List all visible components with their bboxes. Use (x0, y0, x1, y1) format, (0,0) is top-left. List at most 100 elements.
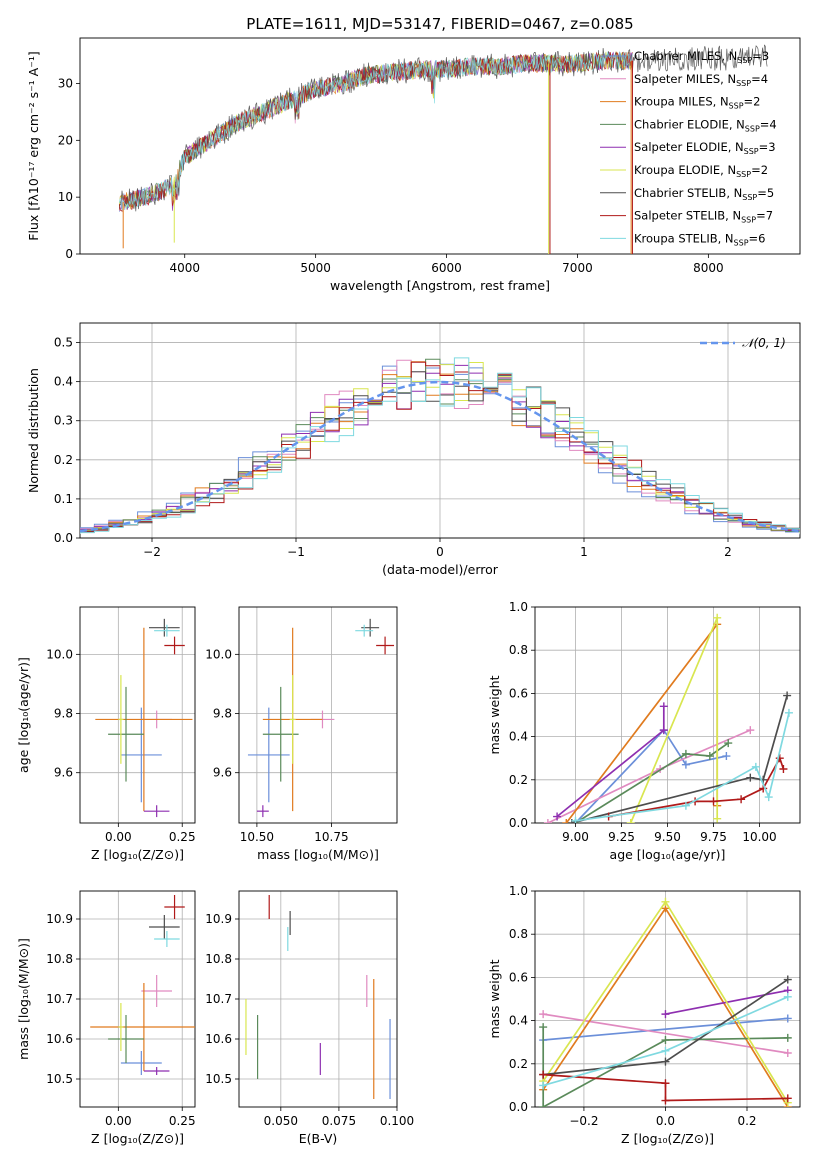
x-tick-label: 9.00 (562, 830, 589, 844)
x-tick-label: 0.25 (169, 830, 196, 844)
legend-entry-chabrier-miles: Chabrier MILES, NSSP=3 (634, 49, 769, 65)
series-marker-chabrier-elodie (783, 1033, 792, 1042)
x-axis-label: (data-model)/error (382, 562, 499, 577)
x-axis-label: Z [log₁₀(Z/Z⊙)] (91, 847, 184, 862)
y-tick-label: 0.4 (509, 730, 528, 744)
x-axis-label: wavelength [Angstrom, rest frame] (330, 278, 550, 293)
panel-age_vs_Z: 0.00 0.25 9.6 9.8 10.0 Z [log₁₀(Z/Z⊙)] age [lo… (16, 606, 196, 862)
y-tick-label: 9.8 (213, 707, 232, 721)
y-tick-label: 20 (58, 133, 73, 147)
series-marker-salpeter-stelib (539, 1070, 548, 1079)
legend-suffix: =3 (759, 140, 776, 154)
axes-frame (79, 322, 801, 539)
legend-sub: SSP (729, 102, 744, 111)
series-marker-chabrier-elodie (539, 1023, 548, 1032)
x-tick-label: 0.0 (656, 1114, 675, 1128)
legend-label: Kroupa STELIB, N (634, 231, 734, 245)
axes-frame (79, 37, 801, 255)
series-marker-kroupa-stelib (681, 801, 690, 810)
series-marker-kroupa-stelib (783, 992, 792, 1001)
x-tick-label: 5000 (300, 261, 331, 275)
legend-entry-chabrier-elodie: Chabrier ELODIE, NSSP=4 (634, 117, 777, 133)
point-salpeter-elodie (143, 1067, 170, 1075)
lines-weight_vs_Z (539, 897, 792, 1107)
legend-label: Chabrier MILES, N (634, 49, 737, 63)
x-tick-label: 10.50 (240, 830, 274, 844)
panel-weight_vs_Z: −0.2 0.0 0.2 0.0 0.2 0.4 0.6 0.8 1.0 Z [log₁₀(Z/Z… (487, 884, 801, 1146)
series-line-salpeter-elodie (556, 706, 665, 818)
panel-spectrum: 4000 5000 6000 7000 8000 0 10 20 30 wavelength [A… (26, 37, 801, 293)
x-tick-label: 0.00 (105, 830, 132, 844)
y-axis-label: mass weight (487, 959, 502, 1038)
axes-frame (238, 890, 398, 1108)
point-kroupa-elodie (289, 675, 296, 764)
y-tick-label: 10.8 (205, 952, 232, 966)
point-kroupa-stelib (355, 624, 374, 637)
y-axis-label: Normed distribution (26, 368, 41, 493)
y-tick-label: 0.6 (509, 970, 528, 984)
series-marker-salpeter-stelib (661, 1079, 670, 1088)
y-tick-label: 30 (58, 76, 73, 90)
spectrum-line-chabrier-stelib (119, 44, 768, 212)
point-salpeter-stelib (164, 636, 185, 655)
point-kroupa-stelib (154, 931, 180, 947)
series-marker-kroupa-elodie (713, 814, 722, 823)
series-line-kroupa-miles (565, 621, 719, 823)
x-tick-label: 0.075 (322, 1114, 356, 1128)
point-kroupa-miles (90, 983, 195, 1071)
series-marker-chabrier-stelib (783, 975, 792, 984)
y-tick-label: 10.8 (46, 952, 73, 966)
series-marker-salpeter-elodie (553, 812, 562, 821)
series-marker-salpeter-stelib (737, 795, 746, 804)
series-marker-kroupa-elodie (713, 613, 722, 622)
legend-sub: SSP (744, 147, 759, 156)
series-marker-salpeter-stelib (661, 1096, 670, 1105)
y-tick-label: 10.5 (205, 1072, 232, 1086)
y-tick-label: 0.3 (54, 414, 73, 428)
point-chabrier-stelib (149, 618, 180, 637)
x-tick-label: −1 (287, 545, 305, 559)
series-marker-chabrier-miles (783, 1014, 792, 1023)
series-marker-chabrier-stelib (783, 691, 792, 700)
series-marker-chabrier-elodie (681, 749, 690, 758)
point-kroupa-elodie (118, 675, 124, 764)
y-axis-label: mass [log₁₀(M/M⊙)] (16, 938, 31, 1060)
series-marker-salpeter-elodie (659, 702, 668, 711)
series-line-chabrier-miles (574, 728, 727, 823)
series-marker-chabrier-elodie (724, 739, 733, 748)
y-tick-label: 0.8 (509, 927, 528, 941)
series-marker-salpeter-miles (746, 726, 755, 735)
series-marker-chabrier-miles (681, 760, 690, 769)
residual-legend: 𝒩(0, 1) (700, 336, 786, 350)
legend-suffix: =2 (744, 95, 761, 109)
axes-frame (534, 890, 801, 1108)
x-tick-label: 8000 (693, 261, 724, 275)
x-tick-label: 0.25 (169, 1114, 196, 1128)
x-tick-label: 4000 (169, 261, 200, 275)
legend-label: Chabrier STELIB, N (634, 186, 742, 200)
y-tick-label: 0.0 (54, 531, 73, 545)
series-marker-salpeter-stelib (775, 754, 784, 763)
series-marker-salpeter-miles (543, 819, 552, 823)
y-tick-label: 9.8 (54, 707, 73, 721)
y-tick-label: 1.0 (509, 600, 528, 614)
series-line-chabrier-miles (543, 1017, 788, 1041)
x-tick-label: 2 (724, 545, 732, 559)
series-marker-kroupa-stelib (661, 1046, 670, 1055)
lines-weight_vs_age (543, 613, 793, 823)
errorbars-mass_vs_ebv (245, 895, 391, 1099)
panel-age_vs_mass: 10.50 10.75 9.6 9.8 10.0 mass [log₁₀(M/M⊙)] (205, 606, 398, 862)
spectrum-line-kroupa-stelib (118, 50, 633, 211)
x-axis-label: mass [log₁₀(M/M⊙)] (257, 847, 379, 862)
series-marker-salpeter-elodie (661, 1010, 670, 1019)
legend-entry-kroupa-stelib: Kroupa STELIB, NSSP=6 (634, 231, 765, 247)
y-tick-label: 0.2 (509, 773, 528, 787)
series-marker-chabrier-elodie (705, 752, 714, 761)
series-marker-kroupa-stelib (571, 816, 580, 823)
legend-entry-gaussian: 𝒩(0, 1) (742, 336, 786, 350)
legend-label: Salpeter MILES, N (634, 72, 736, 86)
x-tick-label: 0.2 (737, 1114, 756, 1128)
x-tick-label: 10.00 (742, 830, 776, 844)
